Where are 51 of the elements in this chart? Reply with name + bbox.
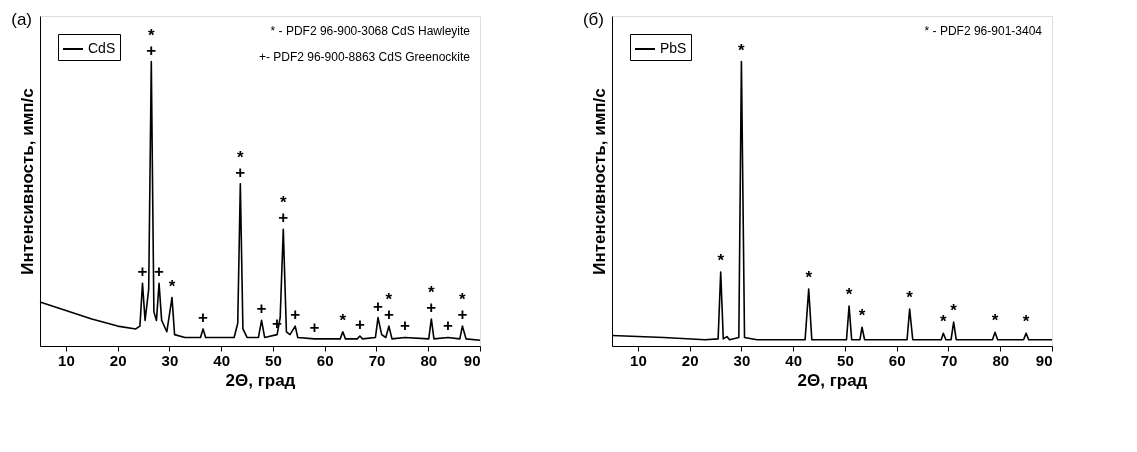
annotation: + <box>442 316 453 336</box>
x-tick-label: 30 <box>161 351 179 369</box>
x-axis-title: 2Θ, град <box>225 370 296 390</box>
annotation: + <box>154 262 165 282</box>
x-tick-label: 70 <box>368 351 386 369</box>
x-tick-label: 40 <box>785 351 803 369</box>
x-tick-label: 20 <box>681 351 699 369</box>
annotation: + <box>137 262 148 282</box>
legend-label: PbS <box>660 40 687 56</box>
x-tick-label: 50 <box>265 351 282 369</box>
x-tick-label: 90 <box>1035 351 1053 369</box>
annotation: * <box>991 311 999 331</box>
annotation: * <box>1022 312 1030 332</box>
text: (a) <box>11 10 32 29</box>
annotation: * <box>805 268 813 288</box>
annotation: +- PDF2 96-900-8863 CdS Greenockite <box>258 50 471 64</box>
x-axis-title: 2Θ, град <box>797 370 868 390</box>
annotation: * <box>939 312 947 332</box>
legend-label: CdS <box>88 40 116 56</box>
annotation: * <box>738 40 746 60</box>
x-tick-label: 20 <box>109 351 127 369</box>
annotation: + <box>198 307 209 327</box>
annotation: * <box>339 310 347 330</box>
x-tick-label: 90 <box>463 351 481 369</box>
annotation: + <box>373 296 384 316</box>
x-tick-label: 50 <box>837 351 854 369</box>
text: (б) <box>582 10 604 29</box>
x-tick-label: 60 <box>888 351 906 369</box>
annotation: + <box>399 316 410 336</box>
annotation: * <box>858 306 866 326</box>
annotation: + <box>354 315 365 335</box>
annotation: * <box>168 276 176 296</box>
x-tick-label: 10 <box>630 351 647 369</box>
x-tick-label: 60 <box>316 351 334 369</box>
text: * - PDF2 96-900-3068 CdS Hawleyite <box>270 24 471 38</box>
annotation: + <box>256 299 267 319</box>
x-tick-label: 80 <box>420 351 438 369</box>
annotation: + <box>309 317 320 337</box>
x-tick-label: 40 <box>213 351 231 369</box>
annotation: + <box>290 305 301 325</box>
x-tick-label: 80 <box>992 351 1010 369</box>
x-tick-label: 10 <box>58 351 75 369</box>
annotation: * <box>950 301 958 321</box>
y-axis-title: Интенсивность, имп/с <box>17 88 37 275</box>
text: * - PDF2 96-901-3404 <box>924 24 1043 38</box>
annotation: * <box>845 285 853 305</box>
annotation: * <box>717 251 725 271</box>
x-tick-label: 70 <box>940 351 958 369</box>
annotation: * <box>906 288 914 308</box>
x-tick-label: 30 <box>733 351 751 369</box>
y-axis-title: Интенсивность, имп/с <box>589 88 609 275</box>
